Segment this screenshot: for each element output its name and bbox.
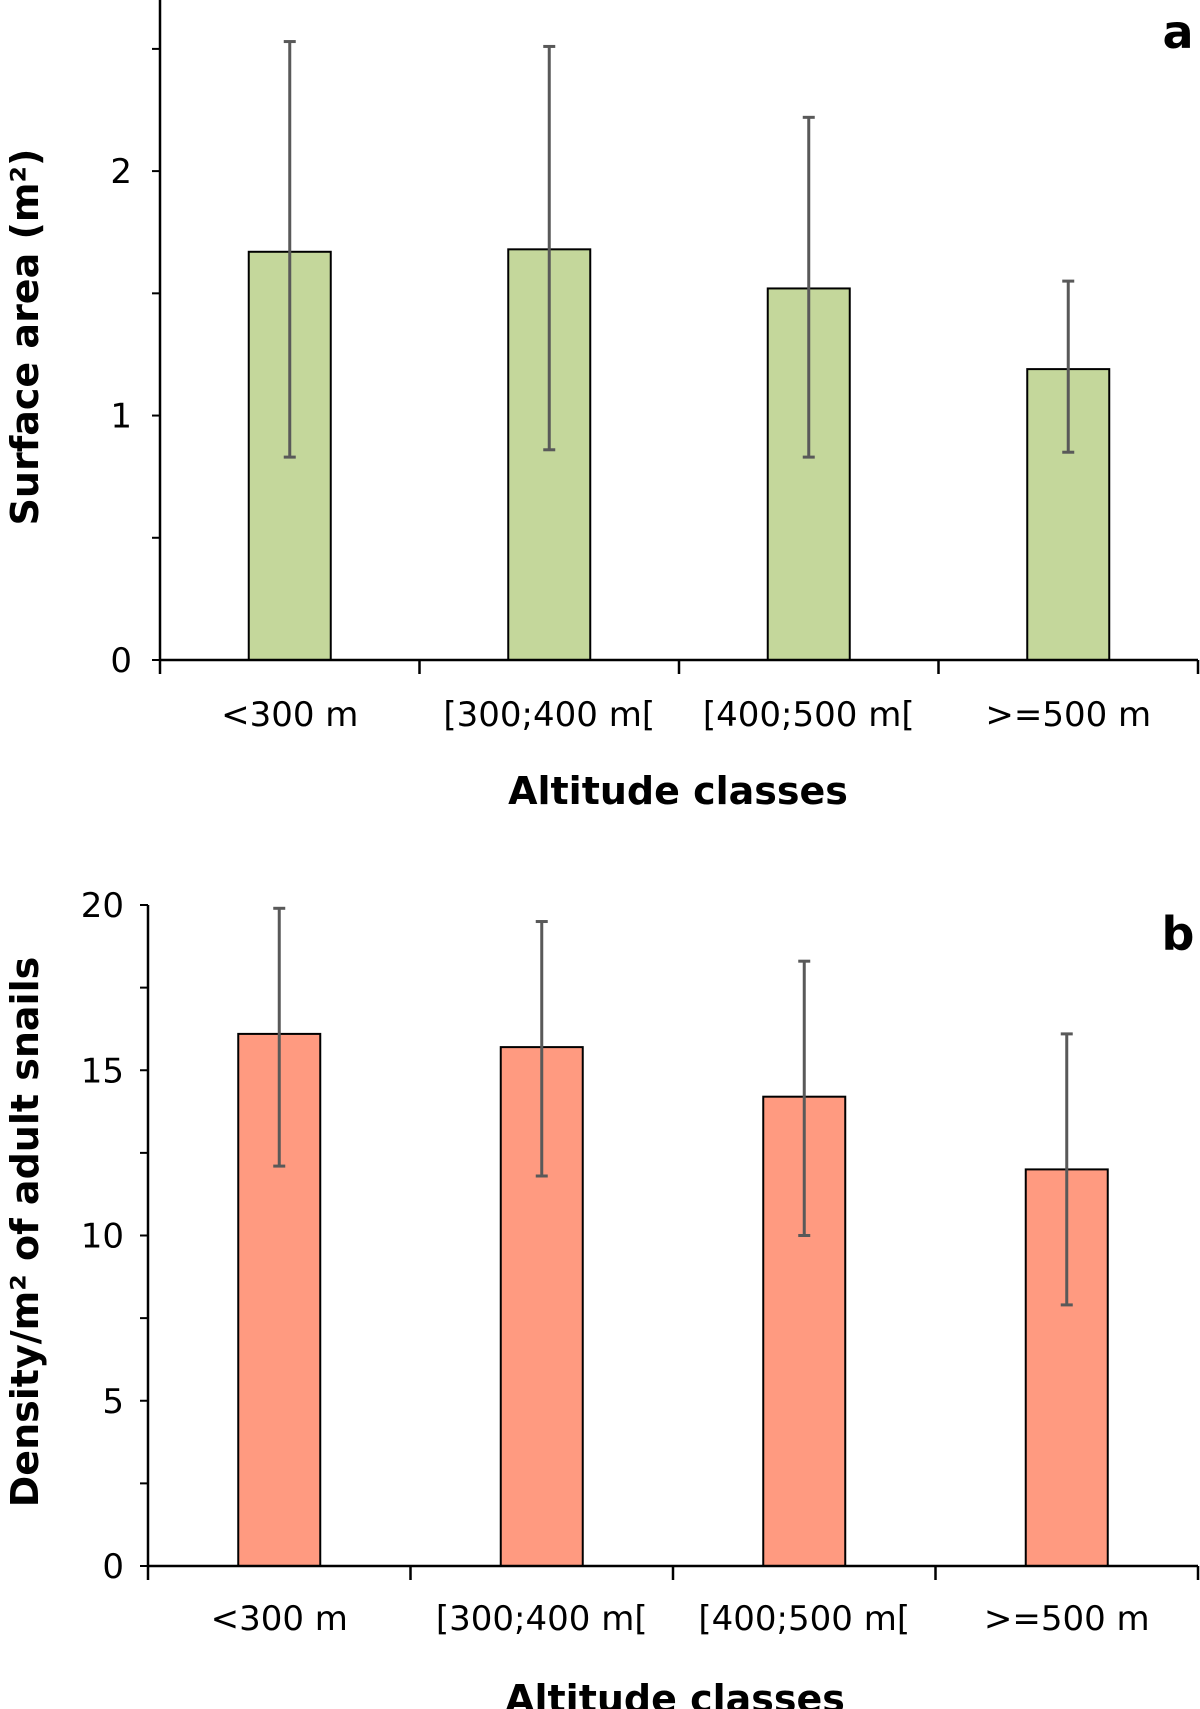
panel-a-axes	[152, 0, 1200, 674]
x-tick-label: [300;400 m[	[443, 695, 655, 735]
x-tick-label: [400;500 m[	[698, 1599, 910, 1639]
panel-b-bars	[237, 1032, 1109, 1568]
panel-a-chart: 012 <300 m [300;400 m[[400;500 m[>=500 m …	[3, 0, 1200, 813]
x-tick-label: <300 m	[211, 1599, 348, 1639]
y-tick-label: 2	[110, 152, 132, 192]
panel-a-y-tick-labels: 0 1 2	[110, 152, 132, 681]
panel-b-error-bars	[273, 906, 1073, 1307]
y-tick-label: 0	[110, 641, 132, 681]
panel-b-chart: 0 5 10 15 20 <300 m [300;400 m[ [400;500 m[ >=5…	[3, 886, 1200, 1709]
panel-a-y-axis-title: Surface area (m²)	[3, 149, 47, 526]
x-tick-label: <300 m	[221, 695, 358, 735]
x-tick-label: [300;400 m[	[436, 1599, 648, 1639]
y-tick-label: 1	[110, 397, 132, 437]
panel-b-y-axis-title: Density/m² of adult snails	[3, 957, 47, 1507]
panel-b-axes	[140, 904, 1200, 1580]
panel-a-x-tick-labels: <300 m [300;400 m[ [400;500 m[ >=500 m	[221, 695, 1151, 735]
panel-b-x-axis-title: Altitude classes	[505, 1677, 845, 1709]
panel-a-error-bars	[283, 40, 1075, 459]
panel-b-y-tick-labels: 0 5 10 15 20	[81, 886, 124, 1587]
panel-a-x-axis-title: Altitude classes	[508, 769, 848, 813]
panel-a-bars	[247, 248, 1111, 661]
panel-b-x-tick-labels: <300 m [300;400 m[ [400;500 m[ >=500 m	[211, 1599, 1150, 1639]
panel-b-letter: b	[1162, 907, 1195, 961]
y-tick-label: 15	[81, 1051, 124, 1091]
y-tick-label: 5	[102, 1382, 124, 1422]
y-tick-label: 20	[81, 886, 124, 926]
y-tick-label: 0	[102, 1547, 124, 1587]
y-tick-label: 10	[81, 1217, 124, 1257]
x-tick-label: >=500 m	[985, 695, 1151, 735]
x-tick-label: >=500 m	[984, 1599, 1150, 1639]
x-tick-label: [400;500 m[	[703, 695, 915, 735]
panel-a-letter: a	[1162, 5, 1193, 59]
